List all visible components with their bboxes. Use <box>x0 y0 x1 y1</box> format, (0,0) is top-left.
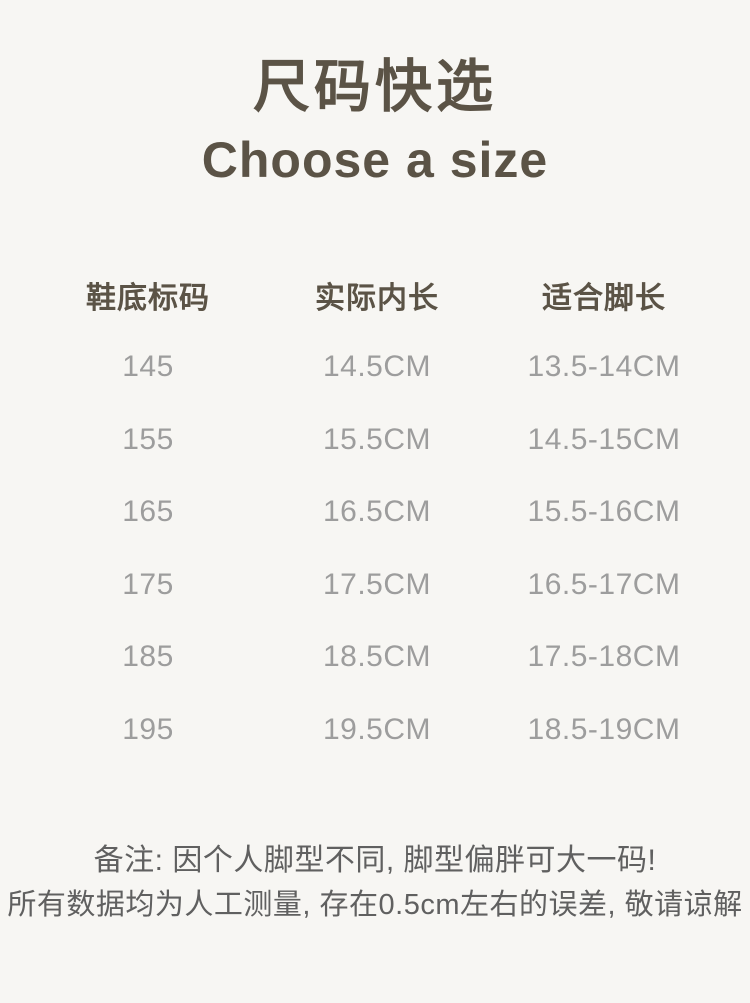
cell-foot-length: 18.5-19CM <box>527 712 681 746</box>
cell-inner-length: 16.5CM <box>322 495 432 529</box>
cell-sole-size: 195 <box>122 712 174 746</box>
cell-sole-size: 155 <box>122 422 174 456</box>
cell-sole-size: 175 <box>122 567 174 601</box>
table-header-row: 鞋底标码 实际内长 适合脚长 <box>0 258 750 331</box>
cell-inner-length: 19.5CM <box>322 712 432 746</box>
table-row: 175 17.5CM 16.5-17CM <box>0 548 750 621</box>
cell-foot-length: 14.5-15CM <box>527 422 681 456</box>
table-row: 185 18.5CM 17.5-18CM <box>0 621 750 694</box>
cell-inner-length: 17.5CM <box>322 567 432 601</box>
page-title-zh: 尺码快选 <box>253 55 497 119</box>
cell-inner-length: 15.5CM <box>322 422 432 456</box>
column-header-foot-length: 适合脚长 <box>542 281 666 315</box>
cell-foot-length: 17.5-18CM <box>527 640 681 674</box>
cell-sole-size: 185 <box>122 640 174 674</box>
note-line-1: 备注: 因个人脚型不同, 脚型偏胖可大一码! <box>93 843 657 877</box>
size-table: 鞋底标码 实际内长 适合脚长 145 14.5CM 13.5-14CM 155 … <box>0 258 750 766</box>
table-row: 155 15.5CM 14.5-15CM <box>0 403 750 476</box>
cell-sole-size: 145 <box>122 350 174 384</box>
table-row: 145 14.5CM 13.5-14CM <box>0 331 750 404</box>
note-line-2: 所有数据均为人工测量, 存在0.5cm左右的误差, 敬请谅解 <box>7 888 743 921</box>
page-title-en: Choose a size <box>201 131 549 188</box>
cell-foot-length: 16.5-17CM <box>527 567 681 601</box>
cell-inner-length: 14.5CM <box>322 350 432 384</box>
column-header-inner-length: 实际内长 <box>315 281 439 315</box>
column-header-sole-size: 鞋底标码 <box>86 281 210 315</box>
notes: 备注: 因个人脚型不同, 脚型偏胖可大一码! 所有数据均为人工测量, 存在0.5… <box>0 838 750 928</box>
cell-foot-length: 13.5-14CM <box>527 350 681 384</box>
cell-sole-size: 165 <box>122 495 174 529</box>
cell-foot-length: 15.5-16CM <box>527 495 681 529</box>
table-row: 195 19.5CM 18.5-19CM <box>0 693 750 766</box>
table-row: 165 16.5CM 15.5-16CM <box>0 476 750 549</box>
cell-inner-length: 18.5CM <box>322 640 432 674</box>
